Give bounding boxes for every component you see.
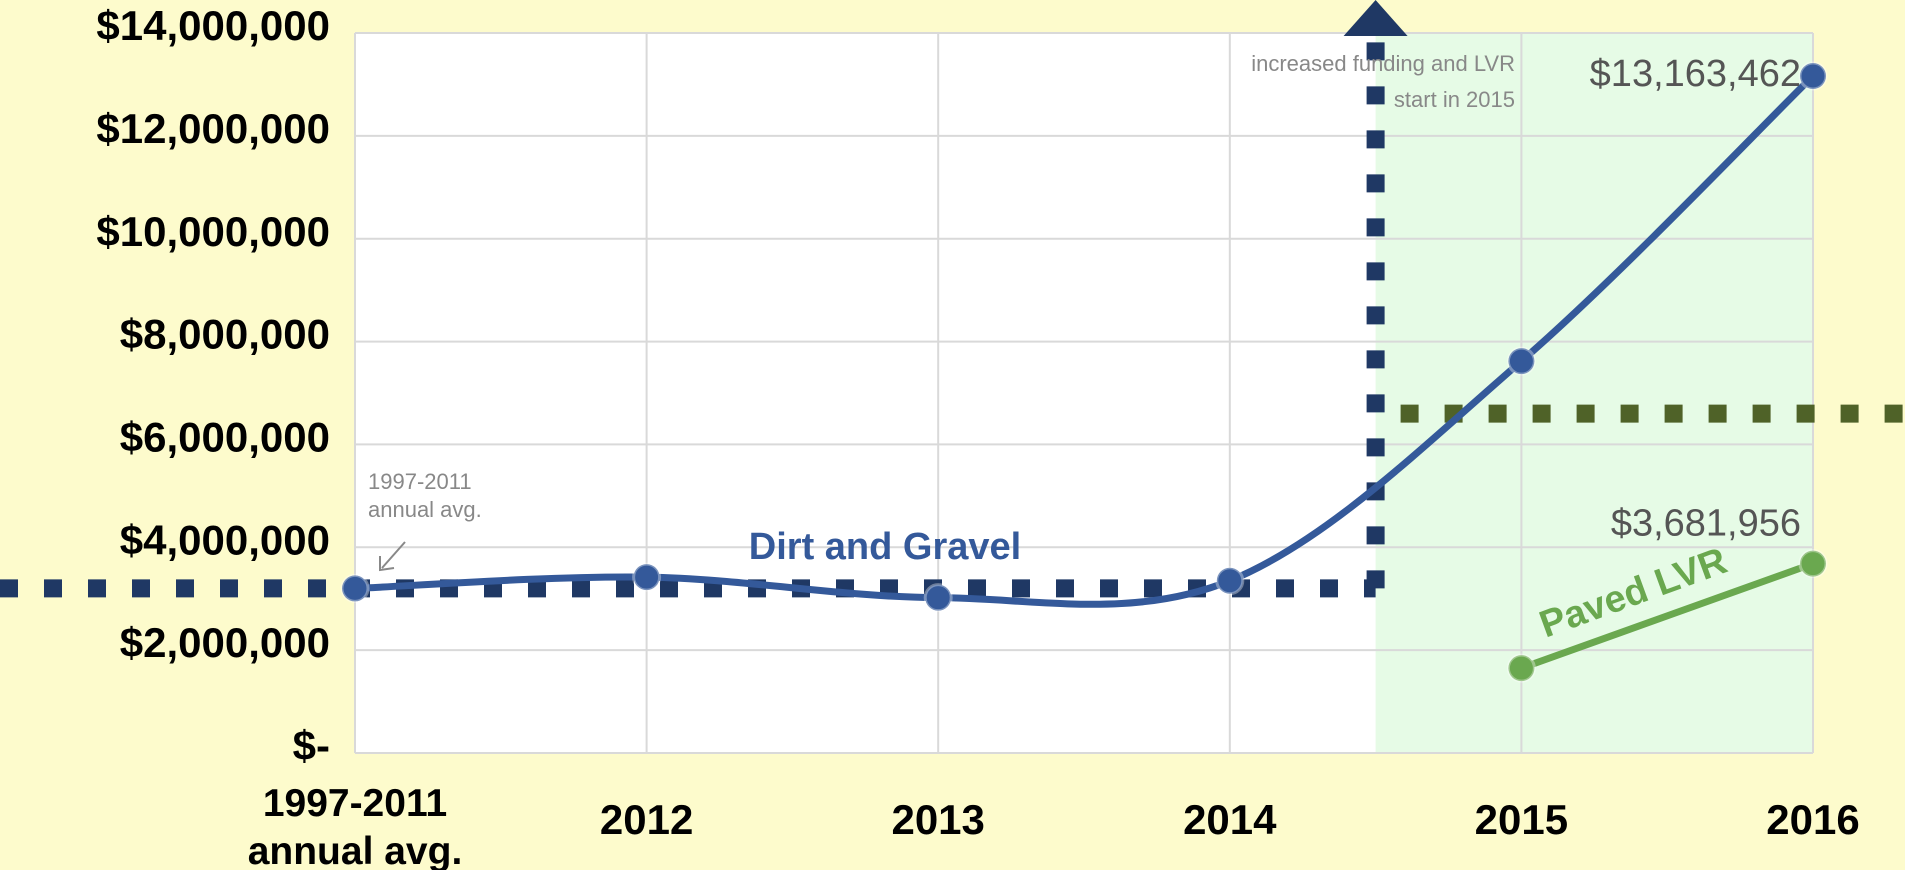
- y-tick-label: $14,000,000: [96, 2, 330, 49]
- x-tick-label-box: 1997-2011 annual avg.: [247, 782, 463, 870]
- data-point: [632, 562, 662, 592]
- data-point: [1506, 653, 1536, 683]
- data-point: [1798, 549, 1828, 579]
- arrow-head: [1343, 0, 1408, 36]
- y-tick-label: $12,000,000: [96, 105, 330, 152]
- data-point: [1215, 566, 1245, 596]
- value-label: $13,163,462: [1590, 53, 1801, 95]
- annotation-arrow: [381, 541, 406, 569]
- data-point: [923, 583, 953, 613]
- data-point: [340, 573, 370, 603]
- y-tick-label: $6,000,000: [120, 414, 330, 461]
- x-tick-label: 2012: [600, 796, 693, 843]
- y-tick-label: $4,000,000: [120, 516, 330, 563]
- series-line: [1517, 560, 1817, 672]
- data-point: [1506, 346, 1536, 376]
- y-tick-label: $-: [293, 722, 330, 769]
- annotation: increased funding and LVR start in 2015: [1251, 51, 1515, 112]
- annotation-arrow-head: [379, 556, 395, 572]
- x-tick-label: 1997-2011 annual avg.: [247, 782, 463, 870]
- x-tick-label: 2016: [1766, 796, 1859, 843]
- x-tick-label: 2015: [1475, 796, 1568, 843]
- series-line: [351, 72, 1817, 608]
- data-point: [1798, 61, 1828, 91]
- annotation-box: increased funding and LVR start in 2015: [1251, 51, 1515, 112]
- x-tick-label: 2014: [1183, 796, 1277, 843]
- y-tick-label: $2,000,000: [120, 619, 330, 666]
- x-tick-label: 2013: [891, 796, 984, 843]
- series-label: Dirt and Gravel: [749, 526, 1021, 568]
- value-label: $3,681,956: [1611, 503, 1801, 545]
- annotation: 1997-2011 annual avg.: [368, 469, 482, 522]
- y-tick-label: $8,000,000: [120, 311, 330, 358]
- annotation-box: 1997-2011 annual avg.: [368, 469, 482, 522]
- y-tick-label: $10,000,000: [96, 208, 330, 255]
